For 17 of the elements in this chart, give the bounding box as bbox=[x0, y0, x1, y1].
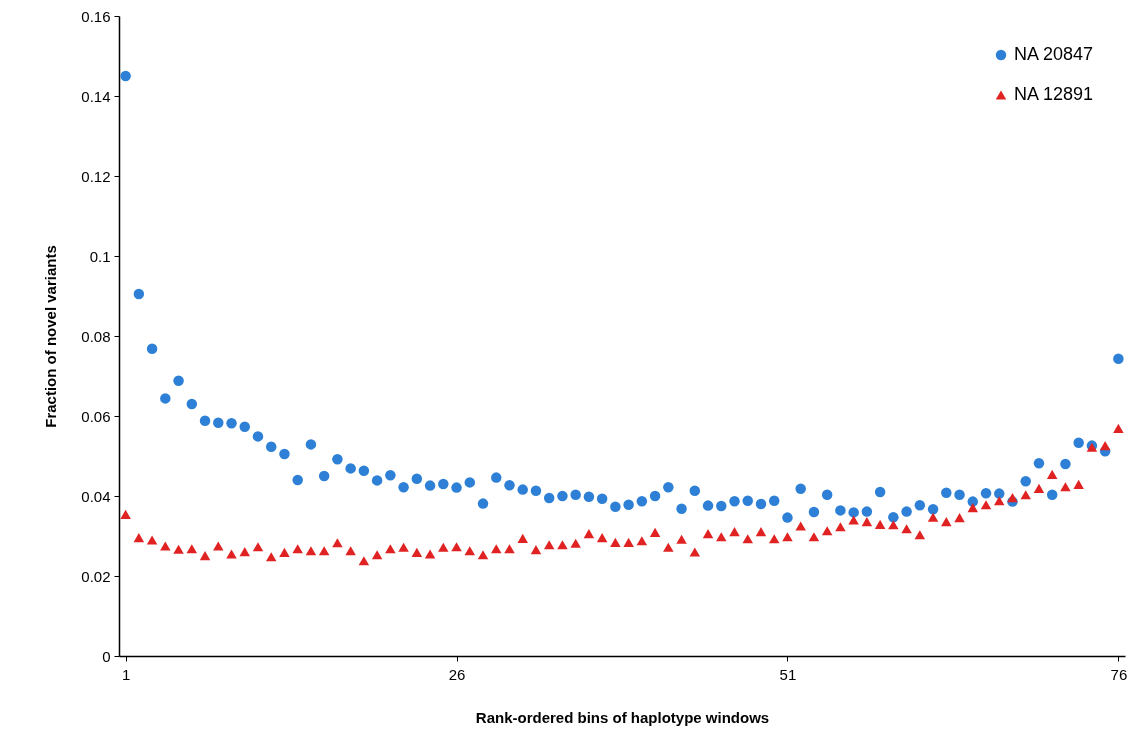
y-tick-label: 0 bbox=[102, 647, 111, 665]
x-tick-label: 26 bbox=[448, 665, 466, 683]
y-tick-label: 0.04 bbox=[81, 487, 111, 505]
y-tick-label: 0.02 bbox=[81, 567, 111, 585]
legend-label: NA 20847 bbox=[1014, 44, 1094, 64]
y-tick-label: 0.16 bbox=[81, 7, 111, 25]
y-tick-label: 0.1 bbox=[89, 247, 111, 265]
y-tick-label: 0.06 bbox=[81, 407, 111, 425]
x-tick-label: 1 bbox=[121, 665, 131, 683]
y-tick-label: 0.08 bbox=[81, 327, 111, 345]
x-tick-label: 51 bbox=[779, 665, 797, 683]
legend-label: NA 12891 bbox=[1014, 84, 1094, 104]
x-tick-label: 76 bbox=[1110, 665, 1128, 683]
x-axis-title: Rank-ordered bins of haplotype windows bbox=[475, 708, 770, 726]
y-axis-title: Fraction of novel variants bbox=[42, 245, 60, 428]
y-tick-label: 0.12 bbox=[81, 167, 111, 185]
y-tick-label: 0.14 bbox=[81, 87, 111, 105]
